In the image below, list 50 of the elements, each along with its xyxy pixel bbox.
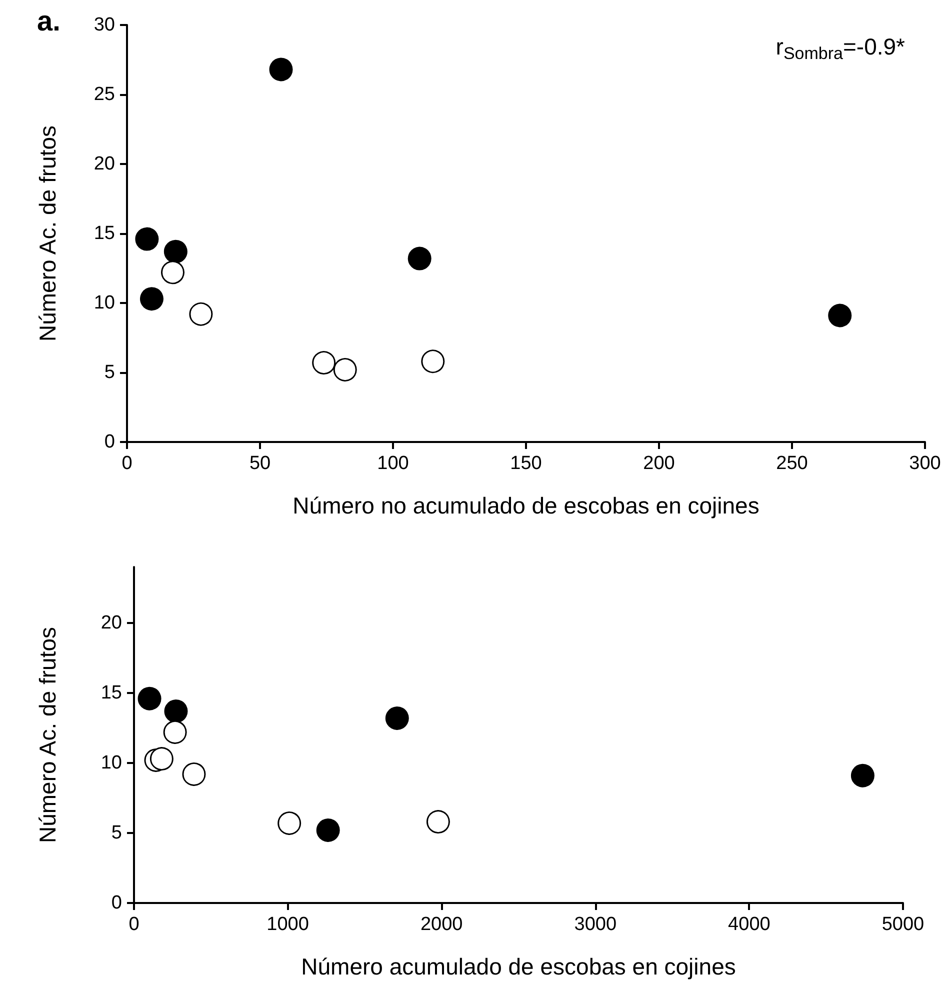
point xyxy=(312,351,336,375)
point xyxy=(278,811,302,835)
point xyxy=(426,810,450,834)
point xyxy=(828,304,852,328)
point xyxy=(164,240,188,264)
y-tick-label: 20 xyxy=(100,612,122,634)
y-tick-label: 0 xyxy=(111,892,122,914)
point xyxy=(421,350,445,374)
x-tick-label: 5000 xyxy=(882,914,924,935)
x-tick-label: 100 xyxy=(377,453,409,474)
y-tick-label: 15 xyxy=(94,223,115,244)
point xyxy=(269,58,293,82)
x-tick-label: 4000 xyxy=(728,914,770,935)
y-tick-label: 15 xyxy=(100,682,122,704)
point xyxy=(163,720,187,744)
point xyxy=(316,818,340,842)
y-tick-label: 20 xyxy=(94,154,115,174)
point xyxy=(385,706,409,730)
point xyxy=(408,246,432,270)
point xyxy=(164,699,188,723)
y-tick-label: 25 xyxy=(94,84,115,105)
x-tick-label: 3000 xyxy=(574,914,617,935)
y-tick-label: 10 xyxy=(94,292,115,314)
y-tick-label: 0 xyxy=(104,432,115,452)
y-tick-label: 30 xyxy=(94,14,115,36)
point xyxy=(135,227,159,251)
x-tick-label: 1000 xyxy=(266,914,309,935)
x-axis-title: Número no acumulado de escobas en cojines xyxy=(292,492,760,518)
y-tick-label: 10 xyxy=(100,752,122,774)
x-tick-label: 200 xyxy=(643,453,675,474)
x-tick-label: 50 xyxy=(249,453,271,474)
point xyxy=(138,686,162,710)
point xyxy=(140,287,164,311)
x-tick-label: 250 xyxy=(776,453,808,474)
point xyxy=(161,260,184,284)
x-tick-label: 300 xyxy=(909,453,941,474)
y-tick-label: 5 xyxy=(104,362,115,383)
x-tick-label: 150 xyxy=(510,453,542,474)
y-axis-title: Número Ac. de frutos xyxy=(34,125,60,342)
point xyxy=(850,764,874,788)
y-tick-label: 5 xyxy=(111,822,122,844)
x-axis-title: Número acumulado de escobas en cojines xyxy=(301,954,736,980)
point xyxy=(182,762,206,786)
point xyxy=(189,302,213,326)
chart-title: a. xyxy=(37,6,60,36)
point xyxy=(333,358,357,382)
x-tick-label: 2000 xyxy=(420,914,463,935)
y-axis-title: Número Ac. de frutos xyxy=(34,626,60,844)
point xyxy=(150,747,174,771)
x-tick-label: 0 xyxy=(128,914,140,935)
